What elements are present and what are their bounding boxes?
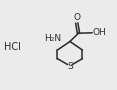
Text: S: S xyxy=(67,62,73,71)
Text: HCl: HCl xyxy=(4,42,21,52)
Text: O: O xyxy=(73,13,80,22)
Text: OH: OH xyxy=(93,28,106,37)
Text: H₂N: H₂N xyxy=(44,34,61,43)
